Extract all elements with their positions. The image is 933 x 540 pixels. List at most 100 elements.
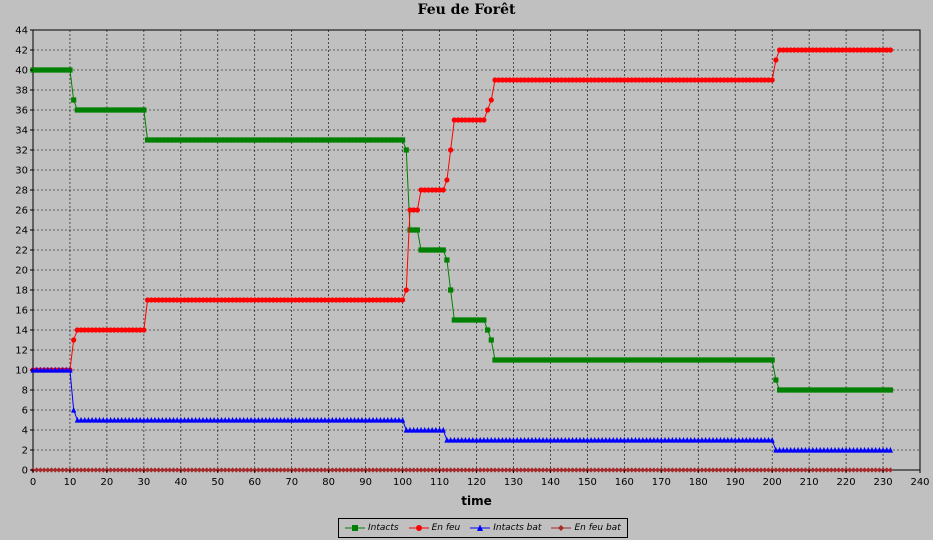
data-point — [133, 327, 140, 333]
data-point — [784, 387, 790, 393]
data-point — [229, 297, 236, 303]
data-point — [858, 467, 864, 473]
data-point — [318, 416, 324, 423]
x-tick-label: 170 — [652, 477, 671, 488]
data-point — [703, 77, 709, 83]
data-point — [159, 416, 165, 423]
data-point — [300, 467, 306, 473]
data-point — [584, 77, 590, 83]
data-point — [259, 137, 265, 143]
data-point — [573, 436, 579, 443]
data-point — [344, 467, 350, 473]
data-point — [241, 297, 247, 303]
data-point — [603, 357, 609, 363]
data-point — [333, 467, 339, 473]
data-point — [100, 416, 106, 423]
data-point — [63, 67, 69, 73]
data-point — [817, 387, 823, 393]
data-point — [754, 77, 760, 83]
y-tick-label: 42 — [15, 46, 28, 57]
data-point — [414, 467, 420, 473]
data-point — [632, 357, 639, 363]
data-point — [492, 77, 498, 83]
data-point — [677, 357, 683, 363]
data-point — [688, 77, 694, 83]
y-tick-label: 30 — [15, 166, 28, 177]
data-point — [514, 357, 520, 363]
data-point — [821, 446, 827, 453]
data-point — [340, 297, 347, 303]
data-point — [599, 357, 605, 363]
data-point — [732, 77, 738, 83]
data-point — [788, 446, 794, 453]
data-point — [189, 416, 195, 423]
data-point — [181, 137, 188, 143]
data-point — [174, 297, 180, 303]
data-point — [459, 317, 465, 323]
data-point — [119, 467, 125, 473]
data-point — [510, 436, 517, 443]
y-tick-label: 26 — [15, 206, 28, 217]
data-point — [488, 97, 494, 103]
data-point — [89, 107, 95, 113]
data-point — [581, 77, 587, 83]
data-point — [625, 357, 631, 363]
data-point — [740, 77, 746, 83]
data-point — [93, 416, 99, 423]
data-point — [340, 467, 347, 473]
data-point — [743, 436, 749, 443]
data-point — [466, 117, 472, 123]
data-point — [636, 77, 642, 83]
data-point — [791, 446, 797, 453]
data-point — [680, 436, 687, 443]
data-point — [529, 77, 535, 83]
data-point — [618, 77, 624, 83]
data-point — [821, 387, 827, 393]
data-point — [762, 467, 768, 473]
data-point — [48, 67, 55, 73]
data-point — [52, 467, 58, 473]
data-point — [56, 67, 62, 73]
data-point — [843, 446, 849, 453]
data-point — [536, 357, 542, 363]
data-point — [429, 247, 435, 253]
data-point — [632, 467, 639, 473]
data-point — [703, 436, 709, 443]
data-point — [340, 416, 347, 423]
data-point — [721, 467, 727, 473]
data-point — [666, 467, 672, 473]
data-point — [784, 467, 790, 473]
data-point — [540, 77, 546, 83]
data-point — [592, 357, 598, 363]
data-point — [765, 436, 772, 443]
data-point — [514, 436, 520, 443]
data-point — [736, 77, 742, 83]
data-point — [200, 297, 206, 303]
data-point — [640, 436, 646, 443]
data-point — [618, 467, 624, 473]
data-point — [473, 317, 480, 323]
data-point — [444, 257, 450, 263]
data-point — [296, 297, 302, 303]
data-point — [233, 467, 239, 473]
data-point — [196, 416, 202, 423]
data-point — [496, 436, 502, 443]
data-point — [152, 416, 158, 423]
data-point — [847, 467, 853, 473]
data-point — [399, 297, 406, 303]
data-point — [459, 117, 465, 123]
data-point — [193, 467, 199, 473]
data-point — [636, 436, 642, 443]
data-point — [776, 467, 783, 473]
data-point — [414, 207, 420, 213]
data-point — [207, 467, 213, 473]
data-point — [436, 187, 443, 193]
data-point — [747, 77, 753, 83]
data-point — [255, 416, 262, 423]
data-point — [204, 297, 210, 303]
data-point — [300, 416, 306, 423]
data-point — [544, 436, 550, 443]
data-point — [558, 525, 565, 531]
data-point — [876, 467, 882, 473]
data-point — [673, 467, 679, 473]
